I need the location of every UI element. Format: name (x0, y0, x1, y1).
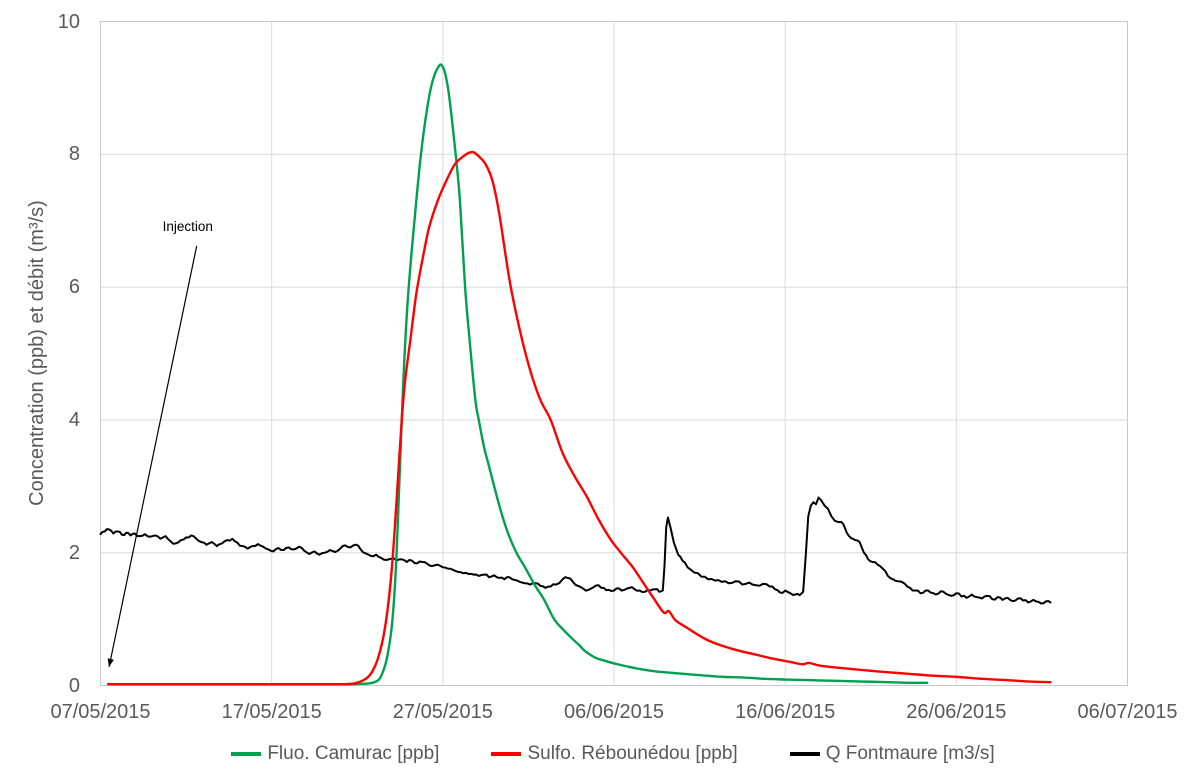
y-tick-label: 8 (68, 143, 80, 166)
x-tick-label: 27/05/2015 (392, 701, 493, 723)
legend-label-sulfo-rebounedou: Sulfo. Rébounédou [ppb] (527, 743, 738, 764)
x-tick-label: 26/06/2015 (906, 701, 1007, 723)
y-tick-label: 2 (68, 541, 80, 564)
y-tick-label: 4 (68, 408, 80, 431)
legend-swatch-fluo-camurac (231, 752, 262, 756)
series-line-q-fontmaure (99, 496, 1052, 605)
y-tick-label: 10 (57, 10, 80, 33)
x-tick-label: 06/06/2015 (563, 701, 665, 723)
injection-annotation-label: Injection (162, 218, 213, 234)
x-tick-label: 16/06/2015 (735, 701, 836, 723)
legend-swatch-sulfo-rebounedou (491, 752, 522, 756)
gridlines (100, 21, 1128, 686)
x-tick-label: 17/05/2015 (221, 701, 322, 723)
x-tick-label: 06/07/2015 (1077, 701, 1178, 723)
injection-arrow (107, 245, 198, 668)
plot-border (100, 21, 1128, 686)
series-line-sulfo-rebounedou (107, 150, 1052, 686)
x-tick-label: 07/05/2015 (50, 701, 151, 723)
legend-swatch-q-fontmaure (789, 752, 820, 756)
legend-item-fluo-camurac: Fluo. Camurac [ppb] (231, 743, 439, 765)
legend-item-sulfo-rebounedou: Sulfo. Rébounédou [ppb] (491, 743, 738, 765)
series-line-fluo-camurac (107, 63, 929, 686)
legend-label-fluo-camurac: Fluo. Camurac [ppb] (267, 743, 440, 764)
y-tick-label: 0 (68, 674, 80, 697)
legend-item-q-fontmaure: Q Fontmaure [m3/s] (789, 743, 995, 765)
y-axis-title: Concentration (ppb) et débit (m³/s) (26, 200, 48, 506)
chart-legend: Fluo. Camurac [ppb] Sulfo. Rébounédou [pp… (22, 743, 1204, 765)
legend-label-q-fontmaure: Q Fontmaure [m3/s] (825, 743, 995, 764)
y-tick-label: 6 (68, 276, 80, 299)
